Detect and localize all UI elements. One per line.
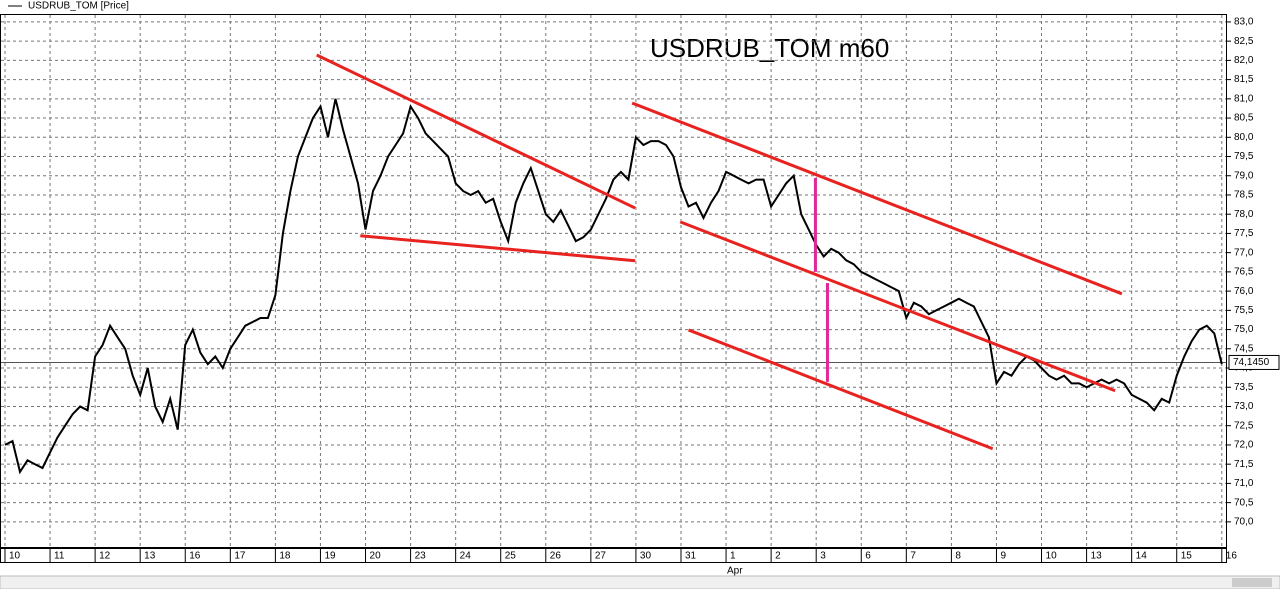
y-tick-label: 80,5 bbox=[1234, 113, 1254, 124]
x-tick-label: 16 bbox=[189, 551, 201, 562]
scrollbar-thumb[interactable] bbox=[1232, 578, 1272, 587]
x-tick-label: 27 bbox=[595, 551, 607, 562]
plot-frame bbox=[0, 14, 1227, 548]
y-tick-label: 77,0 bbox=[1234, 247, 1254, 258]
y-tick-label: 70,0 bbox=[1234, 516, 1254, 527]
y-tick-label: 77,5 bbox=[1234, 228, 1254, 239]
y-tick-label: 73,0 bbox=[1234, 401, 1254, 412]
legend-label: USDRUB_TOM [Price] bbox=[28, 1, 129, 12]
x-tick-label: 14 bbox=[1136, 551, 1148, 562]
y-tick-label: 82,5 bbox=[1234, 36, 1254, 47]
x-tick-label: 30 bbox=[640, 551, 652, 562]
plot: 70,070,571,071,572,072,573,073,574,074,5… bbox=[1, 15, 1280, 562]
y-tick-label: 79,0 bbox=[1234, 170, 1254, 181]
x-tick-label: 6 bbox=[865, 551, 871, 562]
x-tick-label: 25 bbox=[505, 551, 517, 562]
last-price-label: 74,1450 bbox=[1233, 357, 1270, 368]
y-tick-label: 74,5 bbox=[1234, 343, 1254, 354]
y-tick-label: 71,0 bbox=[1234, 478, 1254, 489]
y-tick-label: 75,5 bbox=[1234, 305, 1254, 316]
y-tick-label: 82,0 bbox=[1234, 55, 1254, 66]
y-tick-label: 83,0 bbox=[1234, 17, 1254, 28]
x-tick-label: 16 bbox=[1226, 551, 1238, 562]
trend-line bbox=[360, 234, 636, 263]
y-tick-label: 81,0 bbox=[1234, 93, 1254, 104]
y-tick-label: 79,5 bbox=[1234, 151, 1254, 162]
x-tick-label: 18 bbox=[279, 551, 291, 562]
price-line bbox=[4, 98, 1223, 475]
y-tick-label: 70,5 bbox=[1234, 497, 1254, 508]
y-tick-label: 72,5 bbox=[1234, 420, 1254, 431]
x-tick-label: 24 bbox=[460, 551, 472, 562]
y-tick-label: 76,0 bbox=[1234, 286, 1254, 297]
x-tick-label: 10 bbox=[9, 551, 21, 562]
x-tick-label: 19 bbox=[324, 551, 336, 562]
x-tick-label: 31 bbox=[685, 551, 697, 562]
y-tick-label: 73,5 bbox=[1234, 382, 1254, 393]
y-tick-label: 78,0 bbox=[1234, 209, 1254, 220]
x-tick-label: 8 bbox=[955, 551, 961, 562]
x-tick-label: 13 bbox=[1091, 551, 1103, 562]
x-tick-label: 20 bbox=[370, 551, 382, 562]
x-tick-label: 23 bbox=[415, 551, 427, 562]
x-tick-label: 10 bbox=[1046, 551, 1058, 562]
scrollbar[interactable] bbox=[0, 575, 1280, 589]
x-tick-label: 13 bbox=[144, 551, 156, 562]
y-tick-label: 71,5 bbox=[1234, 459, 1254, 470]
x-tick-label: 17 bbox=[234, 551, 246, 562]
chart-title: USDRUB_TOM m60 bbox=[650, 33, 889, 63]
x-axis-band bbox=[0, 548, 1227, 563]
trend-line bbox=[631, 101, 1123, 296]
y-tick-label: 80,0 bbox=[1234, 132, 1254, 143]
y-tick-label: 75,0 bbox=[1234, 324, 1254, 335]
x-tick-label: 1 bbox=[730, 551, 736, 562]
y-tick-label: 81,5 bbox=[1234, 74, 1254, 85]
month-label: Apr bbox=[727, 566, 743, 577]
x-tick-label: 12 bbox=[99, 551, 111, 562]
trend-line bbox=[687, 328, 994, 451]
x-tick-label: 3 bbox=[820, 551, 826, 562]
y-tick-label: 72,0 bbox=[1234, 440, 1254, 451]
last-price-box bbox=[1228, 354, 1280, 370]
y-tick-label: 78,5 bbox=[1234, 190, 1254, 201]
x-tick-label: 15 bbox=[1181, 551, 1193, 562]
x-tick-label: 2 bbox=[775, 551, 781, 562]
y-tick-label: 76,5 bbox=[1234, 267, 1254, 278]
x-tick-label: 7 bbox=[910, 551, 916, 562]
x-tick-label: 26 bbox=[550, 551, 562, 562]
trend-line bbox=[679, 220, 1116, 393]
trend-line bbox=[316, 53, 636, 210]
x-tick-label: 9 bbox=[1000, 551, 1006, 562]
x-tick-label: 11 bbox=[54, 551, 65, 562]
